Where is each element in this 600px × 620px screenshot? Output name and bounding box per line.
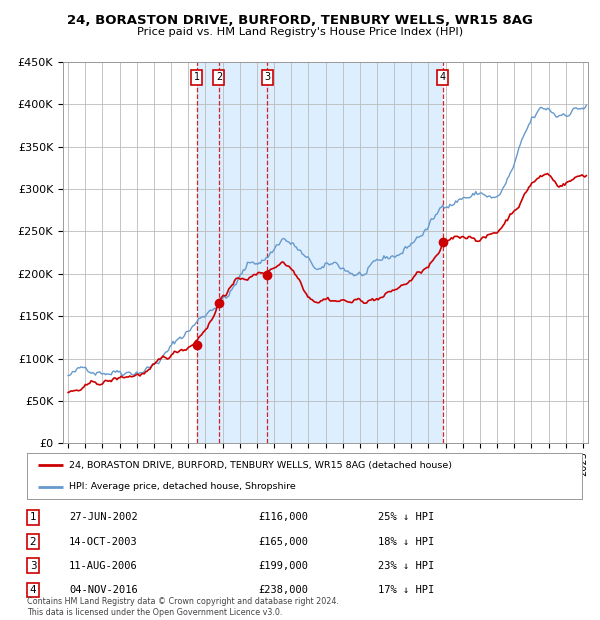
Text: 1: 1 bbox=[194, 73, 200, 82]
Bar bbox=[197, 62, 443, 443]
Text: HPI: Average price, detached house, Shropshire: HPI: Average price, detached house, Shro… bbox=[68, 482, 295, 491]
Text: £116,000: £116,000 bbox=[258, 512, 308, 523]
Text: Contains HM Land Registry data © Crown copyright and database right 2024.
This d: Contains HM Land Registry data © Crown c… bbox=[27, 598, 339, 617]
Text: 11-AUG-2006: 11-AUG-2006 bbox=[69, 560, 138, 571]
Text: 17% ↓ HPI: 17% ↓ HPI bbox=[378, 585, 434, 595]
Text: 3: 3 bbox=[29, 560, 37, 571]
Text: 25% ↓ HPI: 25% ↓ HPI bbox=[378, 512, 434, 523]
Text: 14-OCT-2003: 14-OCT-2003 bbox=[69, 536, 138, 547]
Text: 4: 4 bbox=[440, 73, 446, 82]
Text: 2: 2 bbox=[29, 536, 37, 547]
Text: £199,000: £199,000 bbox=[258, 560, 308, 571]
Text: 23% ↓ HPI: 23% ↓ HPI bbox=[378, 560, 434, 571]
Text: £165,000: £165,000 bbox=[258, 536, 308, 547]
Text: 3: 3 bbox=[265, 73, 271, 82]
Text: 27-JUN-2002: 27-JUN-2002 bbox=[69, 512, 138, 523]
Text: £238,000: £238,000 bbox=[258, 585, 308, 595]
Text: 18% ↓ HPI: 18% ↓ HPI bbox=[378, 536, 434, 547]
Text: Price paid vs. HM Land Registry's House Price Index (HPI): Price paid vs. HM Land Registry's House … bbox=[137, 27, 463, 37]
Text: 04-NOV-2016: 04-NOV-2016 bbox=[69, 585, 138, 595]
Text: 2: 2 bbox=[216, 73, 222, 82]
Text: 4: 4 bbox=[29, 585, 37, 595]
Text: 24, BORASTON DRIVE, BURFORD, TENBURY WELLS, WR15 8AG (detached house): 24, BORASTON DRIVE, BURFORD, TENBURY WEL… bbox=[68, 461, 452, 470]
Text: 24, BORASTON DRIVE, BURFORD, TENBURY WELLS, WR15 8AG: 24, BORASTON DRIVE, BURFORD, TENBURY WEL… bbox=[67, 14, 533, 27]
Text: 1: 1 bbox=[29, 512, 37, 523]
